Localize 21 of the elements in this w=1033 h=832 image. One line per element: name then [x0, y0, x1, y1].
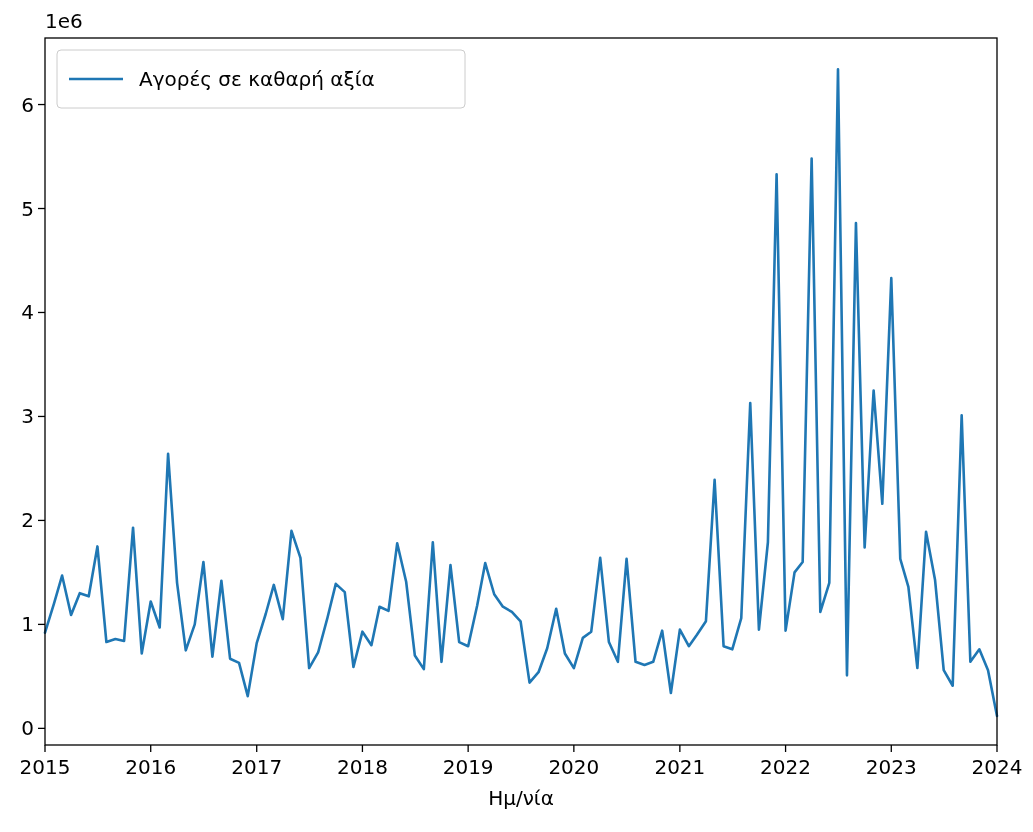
x-tick-label: 2017	[231, 755, 283, 779]
x-tick-label: 2024	[971, 755, 1023, 779]
x-tick-label: 2023	[865, 755, 917, 779]
y-tick-label: 2	[21, 508, 34, 533]
x-tick-label: 2018	[336, 755, 388, 779]
text: 1e6	[45, 9, 83, 33]
x-tick-label: 2016	[125, 755, 177, 779]
y-tick-label: 3	[21, 404, 34, 429]
x-tick-label: 2020	[548, 755, 600, 779]
y-tick-label: 6	[21, 92, 34, 117]
y-tick-label: 4	[21, 300, 34, 325]
x-tick-label: 2021	[654, 755, 706, 779]
y-tick-label: 5	[21, 196, 34, 221]
y-tick-label: 1	[21, 612, 34, 637]
line-series	[43, 67, 999, 718]
x-tick-label: 2015	[19, 755, 71, 779]
x-tick-label: 2019	[442, 755, 494, 779]
y-tick-label: 0	[21, 716, 34, 741]
legend-label: Αγορές σε καθαρή αξία	[139, 67, 375, 91]
x-tick-label: 2022	[760, 755, 812, 779]
x-axis-title: Ημ/νία	[488, 786, 554, 810]
